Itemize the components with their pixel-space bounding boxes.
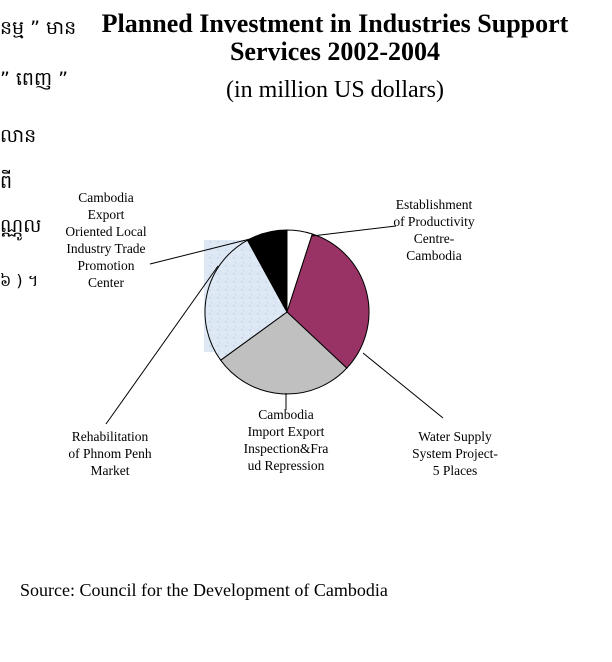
slice-label-3-line-3: Inspection&Fra: [244, 441, 329, 456]
slice-label-2-line-1: Water Supply: [418, 429, 492, 444]
slice-label-4-line-1: Rehabilitation: [72, 429, 149, 444]
leader-line-4: [105, 265, 219, 425]
slice-label-5-line-4: Industry Trade: [66, 241, 145, 256]
slice-label-3-line-2: Import Export: [248, 424, 325, 439]
left-fragment-2: ” ពេញ ”: [0, 68, 68, 90]
slice-label-2-line-2: System Project-: [412, 446, 498, 461]
slice-label-2-line-3: 5 Places: [433, 463, 478, 478]
leader-line-5: [149, 237, 255, 265]
slice-label-3-line-4: ud Repression: [248, 458, 325, 473]
slice-label-4-line-3: Market: [91, 463, 130, 478]
slice-label-4: Rehabilitation of Phnom Penh Market: [68, 429, 152, 478]
pie-slices: [204, 229, 370, 395]
slice-label-5-line-6: Center: [88, 275, 124, 290]
leader-line-2: [362, 352, 444, 419]
slice-label-1-line-2: of Productivity: [393, 214, 475, 229]
left-fragment-1: ន​ម្ម ” មាន: [0, 17, 77, 39]
leader-line-1: [311, 225, 397, 237]
slice-label-5: Cambodia Export Oriented Local Industry Tra…: [65, 190, 147, 290]
slice-label-1-line-3: Centre-: [414, 231, 455, 246]
leader-lines: [105, 225, 444, 425]
chart-title: Planned Investment in Industries Support…: [60, 10, 610, 66]
slice-label-3-line-1: Cambodia: [258, 407, 314, 422]
slice-label-5-line-3: Oriented Local: [65, 224, 147, 239]
slice-labels: Establishment of Productivity Centre- Cambo…: [65, 190, 498, 478]
chart-title-line-1: Planned Investment in Industries Support: [101, 9, 569, 38]
slice-label-1-line-1: Establishment: [396, 197, 473, 212]
slice-label-4-line-2: of Phnom Penh: [68, 446, 152, 461]
chart-title-line-2: Services 2002-2004: [229, 37, 441, 66]
slice-label-1: Establishment of Productivity Centre- Cambo…: [393, 197, 475, 263]
left-fragment-5: ណ្ណូល: [0, 215, 42, 237]
pie-slice-2: [286, 233, 370, 369]
left-fragment-6: ៦ ) ។: [0, 271, 39, 290]
chart-subtitle: (in million US dollars): [226, 77, 444, 103]
left-fragment-3: លាន: [0, 125, 37, 147]
slice-label-5-line-1: Cambodia: [78, 190, 134, 205]
source-note: Source: Council for the Development of C…: [20, 580, 388, 600]
slice-label-5-line-5: Promotion: [77, 258, 134, 273]
slice-label-2: Water Supply System Project- 5 Places: [412, 429, 498, 478]
pie-slice-3: [219, 311, 348, 395]
slice-label-5-line-2: Export: [88, 207, 125, 222]
left-fragment-4: ពី: [0, 171, 13, 193]
slice-label-1-line-4: Cambodia: [406, 248, 462, 263]
pie-slice-4: [204, 239, 288, 361]
left-text-fragments: ន​ម្ម ” មាន ” ពេញ ” លាន ពី ណ្ណូល ៦ ) ។: [0, 0, 120, 330]
slice-label-3: Cambodia Import Export Inspection&Fra ud Re…: [244, 407, 329, 473]
